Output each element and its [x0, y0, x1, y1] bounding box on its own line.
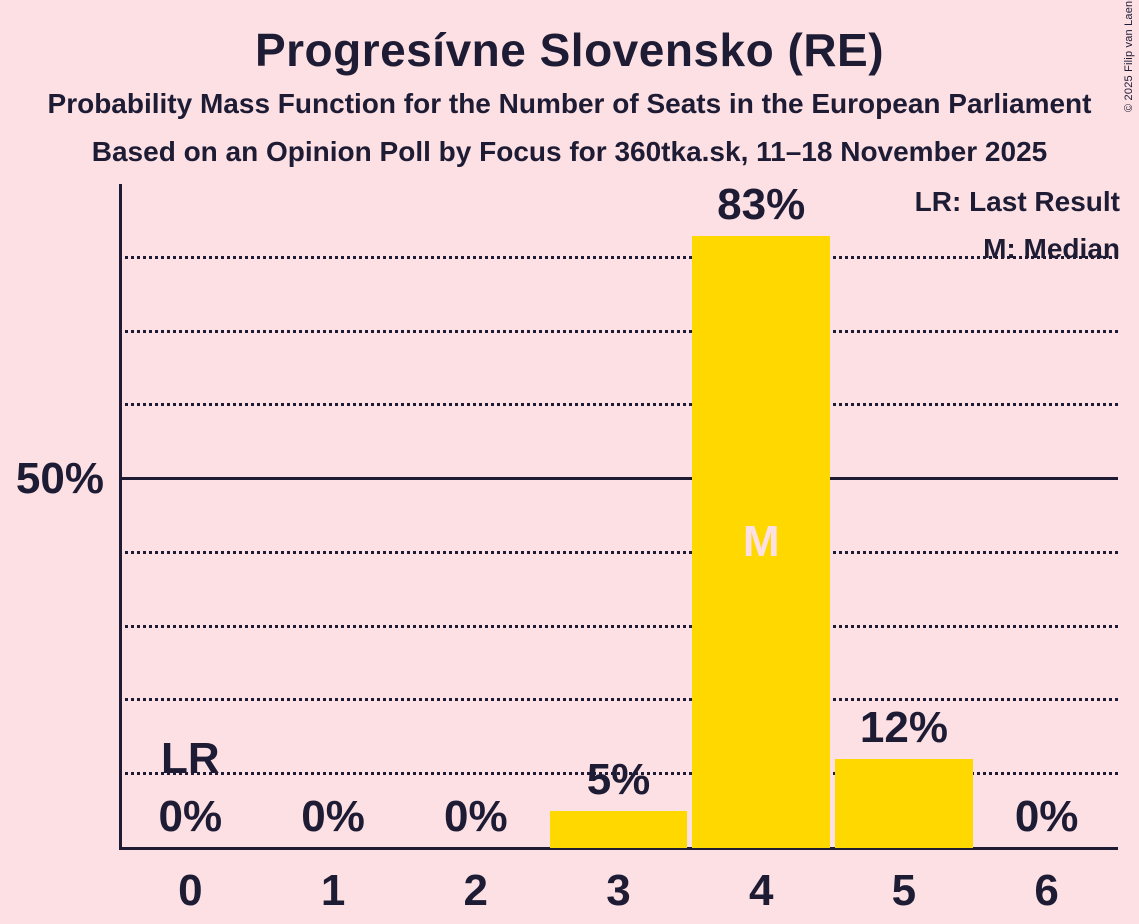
- chart-subtitle: Probability Mass Function for the Number…: [47, 88, 1092, 119]
- gridline-10-percent: [119, 772, 1118, 776]
- value-label-seat-1: 0%: [301, 792, 365, 841]
- value-label-seat-3: 5%: [586, 755, 651, 805]
- copyright-notice: © 2025 Filip van Laenen: [1123, 0, 1135, 112]
- gridline-40-percent: [119, 550, 1118, 554]
- x-tick-label-1: 1: [320, 866, 346, 915]
- x-tick-label-6: 6: [1034, 866, 1059, 915]
- x-tick-label-3: 3: [606, 866, 631, 915]
- gridline-20-percent: [119, 698, 1118, 702]
- gridline-80-percent: [119, 255, 1118, 259]
- x-tick-label-4: 4: [748, 866, 774, 915]
- value-label-seat-2: 0%: [443, 792, 508, 841]
- x-axis-line: [119, 847, 1118, 850]
- legend-median: M: Median: [983, 233, 1120, 264]
- y-axis-label: 50%: [15, 454, 104, 504]
- value-label-seat-5: 12%: [859, 703, 948, 753]
- chart-source-line: Based on an Opinion Poll by Focus for 36…: [91, 136, 1048, 167]
- value-label-seat-6: 0%: [1014, 792, 1079, 841]
- value-label-seat-4: 83%: [717, 179, 806, 229]
- x-tick-label-2: 2: [463, 866, 489, 915]
- last-result-marker: LR: [161, 734, 220, 783]
- chart-title: Progresívne Slovensko (RE): [254, 24, 885, 76]
- gridline-30-percent: [119, 624, 1118, 628]
- gridline-50-percent-solid: [119, 477, 1118, 481]
- median-marker: M: [742, 516, 780, 566]
- value-label-seat-0: 0%: [158, 792, 223, 841]
- x-tick-label-0: 0: [178, 866, 203, 915]
- gridline-60-percent: [119, 403, 1118, 407]
- bar-seat-3: [549, 811, 688, 848]
- x-tick-label-5: 5: [891, 866, 917, 915]
- bar-seat-4: [692, 235, 831, 848]
- legend-last-result: LR: Last Result: [914, 186, 1120, 217]
- bar-seat-5: [835, 759, 973, 848]
- gridline-70-percent: [119, 329, 1118, 333]
- y-axis-line: [119, 184, 122, 850]
